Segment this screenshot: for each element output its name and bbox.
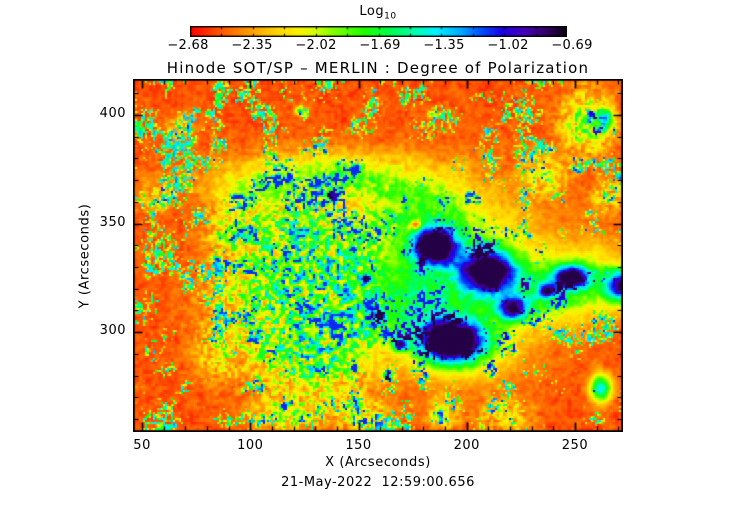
colorbar-title-subscript: 10 <box>384 11 397 22</box>
y-axis-tick-label: 300 <box>99 323 126 339</box>
colorbar-tick-label: −2.02 <box>295 38 337 53</box>
x-axis-tick-label: 200 <box>453 438 480 453</box>
colorbar-gradient <box>190 26 567 37</box>
observation-timestamp: 21-May-2022 12:59:00.656 <box>281 475 475 490</box>
plot-title: Hinode SOT/SP – MERLIN : Degree of Polar… <box>166 59 590 77</box>
y-axis-label: Y (Arcseconds) <box>77 203 93 309</box>
colorbar-tick-label: −1.35 <box>423 38 465 53</box>
colorbar-tick-label: −2.35 <box>231 38 273 53</box>
x-axis-tick-label: 100 <box>237 438 264 453</box>
colorbar-tick-label: −1.69 <box>359 38 401 53</box>
colorbar-title: Log10 <box>0 4 756 22</box>
y-axis-tick-label: 350 <box>99 214 126 230</box>
x-axis-label: X (Arcseconds) <box>325 455 431 470</box>
polarization-heatmap <box>133 79 623 432</box>
colorbar-tick-label: −0.69 <box>551 38 593 53</box>
x-axis-tick-label: 50 <box>133 438 151 453</box>
y-axis-tick-label: 400 <box>99 106 126 122</box>
colorbar-title-text: Log <box>359 4 385 19</box>
colorbar-tick-label: −2.68 <box>167 38 209 53</box>
colorbar-tick-label: −1.02 <box>487 38 529 53</box>
x-axis-tick-label: 250 <box>561 438 589 453</box>
x-axis-tick-label: 150 <box>345 438 372 453</box>
